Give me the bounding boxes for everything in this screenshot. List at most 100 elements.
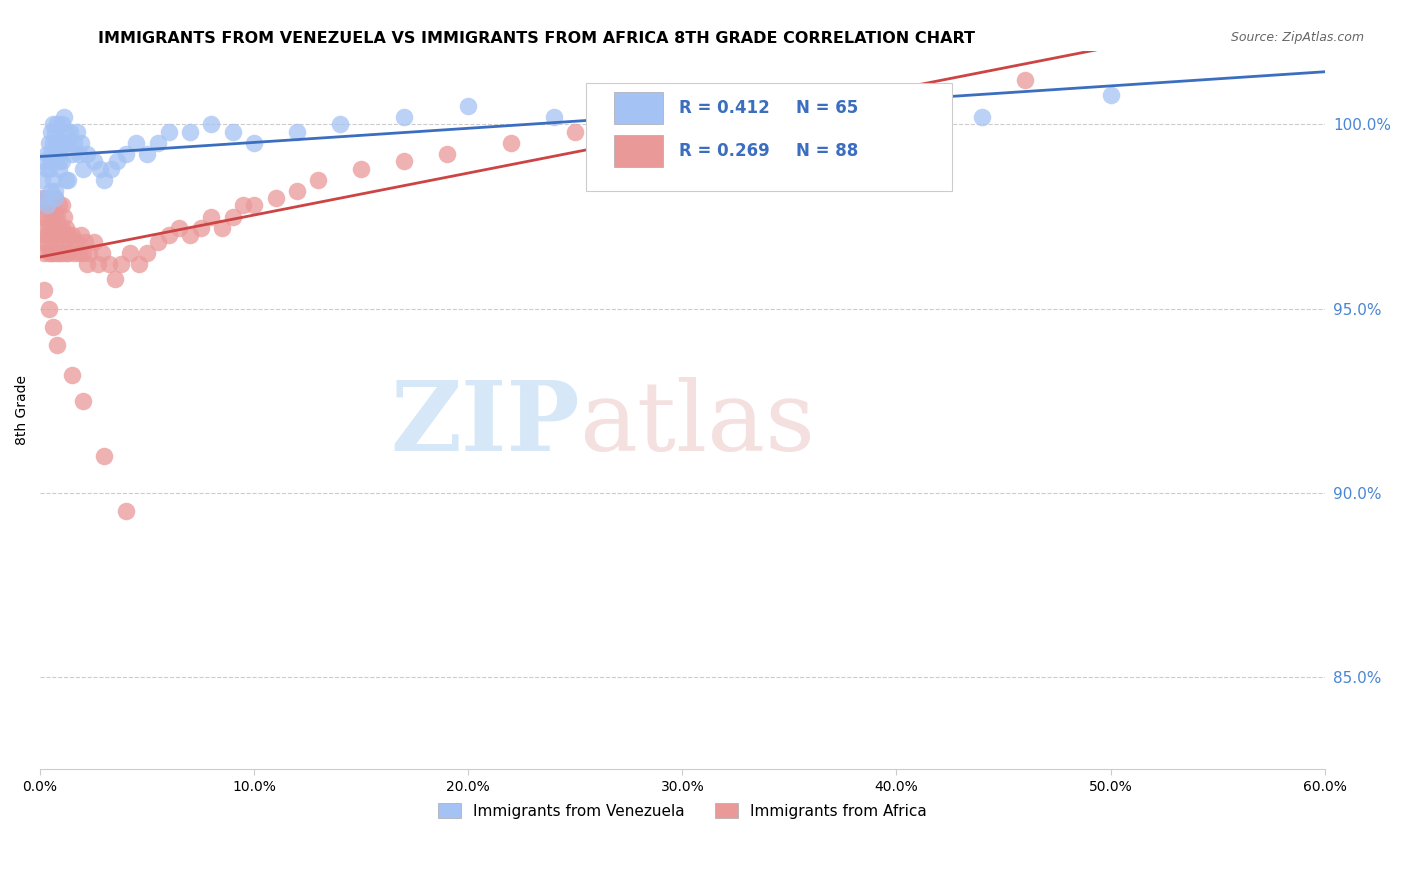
Point	[35, 191, 58, 205]
Point	[75, 235, 97, 250]
Point	[60, 368, 83, 382]
Point	[628, 117, 651, 131]
Point	[76, 146, 98, 161]
Text: R = 0.412: R = 0.412	[679, 99, 769, 117]
Point	[93, 172, 115, 186]
Point	[179, 227, 201, 242]
Point	[55, 172, 77, 186]
Point	[67, 246, 90, 260]
Point	[87, 257, 110, 271]
Point	[105, 154, 128, 169]
Point	[200, 117, 222, 131]
Text: N = 88: N = 88	[796, 143, 859, 161]
Text: N = 65: N = 65	[796, 99, 859, 117]
Point	[44, 146, 66, 161]
Point	[35, 235, 58, 250]
Point	[56, 246, 79, 260]
FancyBboxPatch shape	[586, 83, 952, 191]
Point	[157, 125, 180, 139]
FancyBboxPatch shape	[614, 135, 664, 168]
Point	[38, 301, 60, 316]
Point	[42, 172, 65, 186]
Point	[125, 136, 148, 150]
Point	[34, 154, 56, 169]
Point	[222, 125, 245, 139]
Point	[46, 117, 69, 131]
Point	[243, 136, 266, 150]
Point	[34, 191, 56, 205]
Legend: Immigrants from Venezuela, Immigrants from Africa: Immigrants from Venezuela, Immigrants fr…	[430, 795, 935, 826]
Point	[52, 235, 75, 250]
Point	[39, 125, 62, 139]
Point	[34, 283, 56, 297]
Text: R = 0.269: R = 0.269	[679, 143, 769, 161]
Point	[83, 154, 105, 169]
Point	[63, 136, 86, 150]
Point	[72, 393, 94, 408]
Y-axis label: 8th Grade: 8th Grade	[15, 375, 30, 445]
Point	[83, 235, 105, 250]
Point	[48, 220, 70, 235]
Point	[146, 235, 169, 250]
Point	[51, 117, 73, 131]
Point	[146, 136, 169, 150]
Point	[38, 220, 60, 235]
Point	[543, 110, 565, 124]
Point	[55, 246, 77, 260]
Point	[38, 161, 60, 176]
Point	[42, 320, 65, 334]
Point	[35, 146, 58, 161]
Point	[31, 191, 53, 205]
Point	[350, 161, 373, 176]
Point	[34, 198, 56, 212]
Point	[69, 227, 91, 242]
Point	[1014, 73, 1036, 87]
Point	[48, 154, 70, 169]
Point	[285, 184, 308, 198]
Point	[128, 257, 150, 271]
Point	[100, 161, 122, 176]
Point	[79, 246, 101, 260]
Point	[714, 110, 737, 124]
Point	[60, 227, 83, 242]
Point	[42, 117, 65, 131]
Point	[56, 227, 79, 242]
Point	[179, 125, 201, 139]
Point	[628, 99, 651, 113]
Point	[307, 172, 329, 186]
Point	[104, 272, 127, 286]
Point	[42, 198, 65, 212]
Text: IMMIGRANTS FROM VENEZUELA VS IMMIGRANTS FROM AFRICA 8TH GRADE CORRELATION CHART: IMMIGRANTS FROM VENEZUELA VS IMMIGRANTS …	[98, 31, 976, 46]
Point	[51, 198, 73, 212]
Point	[907, 87, 929, 102]
Point	[46, 246, 69, 260]
Point	[39, 227, 62, 242]
Point	[72, 246, 94, 260]
Point	[35, 161, 58, 176]
Point	[60, 146, 83, 161]
Point	[842, 99, 865, 113]
Point	[1099, 87, 1122, 102]
Point	[34, 220, 56, 235]
Point	[232, 198, 254, 212]
Point	[97, 257, 120, 271]
Point	[564, 125, 586, 139]
Point	[46, 136, 69, 150]
Point	[436, 146, 458, 161]
Point	[118, 246, 141, 260]
Point	[190, 220, 212, 235]
Point	[56, 136, 79, 150]
Point	[735, 110, 758, 124]
Point	[46, 210, 69, 224]
Point	[35, 198, 58, 212]
Point	[136, 246, 159, 260]
Point	[38, 198, 60, 212]
Point	[51, 154, 73, 169]
Point	[972, 110, 994, 124]
Point	[42, 220, 65, 235]
Point	[51, 136, 73, 150]
Point	[34, 246, 56, 260]
Point	[39, 184, 62, 198]
Point	[76, 257, 98, 271]
Point	[157, 227, 180, 242]
